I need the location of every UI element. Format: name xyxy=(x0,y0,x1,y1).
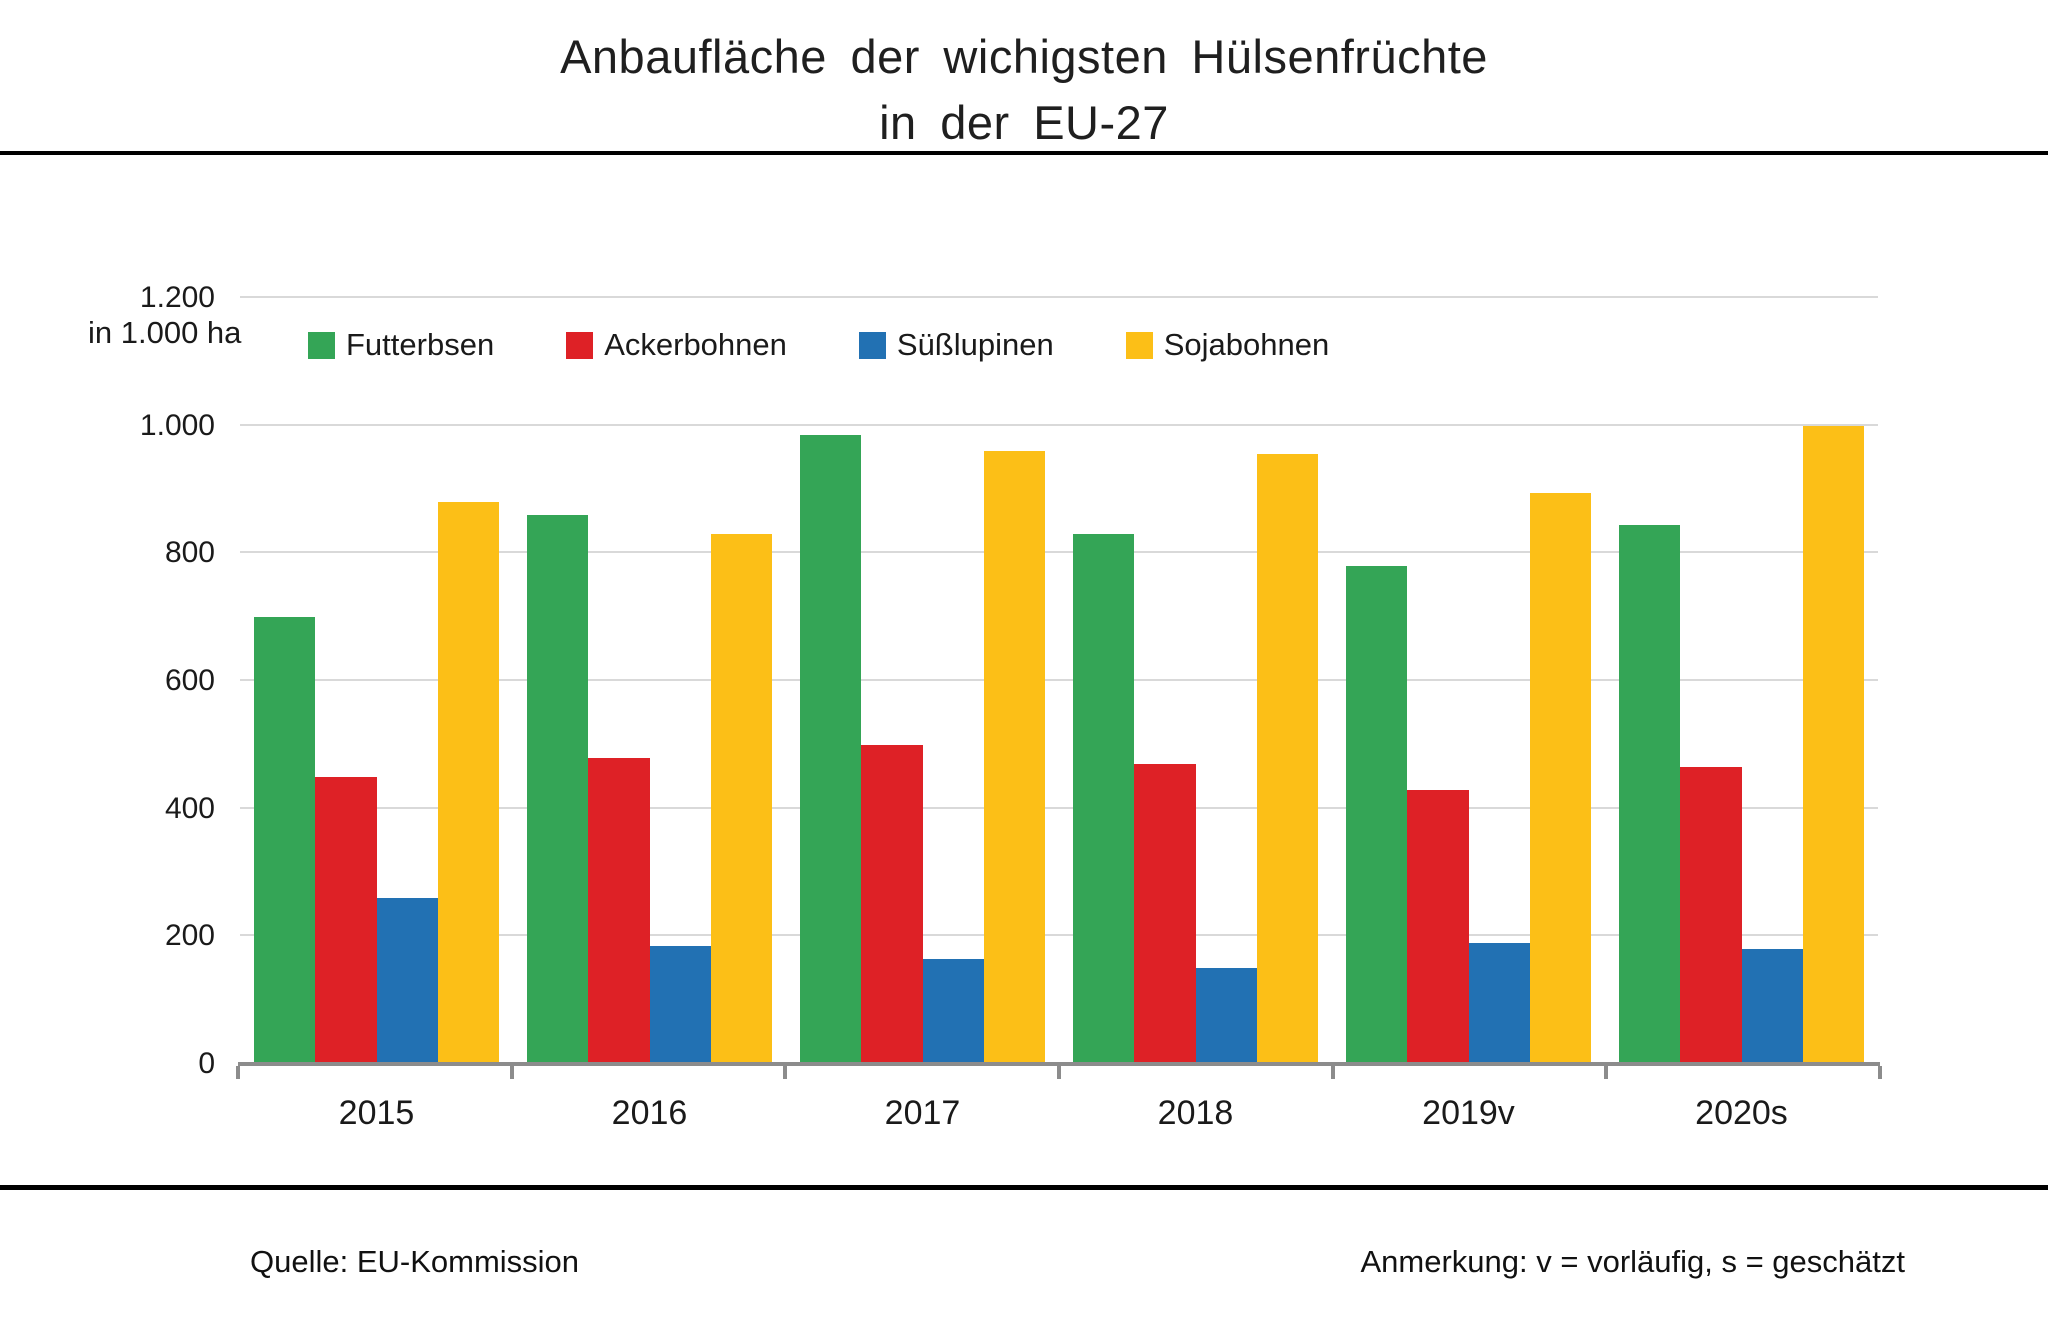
bar-Sojabohnen-2019v xyxy=(1529,492,1591,1064)
gridline-400 xyxy=(240,806,1878,809)
bar-Süßlupinen-2015 xyxy=(376,898,438,1064)
x-axis-category-labels: 2015 2016 2017 2018 2019v 2020s xyxy=(240,1094,1878,1133)
bar-group-2017 xyxy=(786,298,1059,1064)
bar-group-2015 xyxy=(240,298,513,1064)
gridline-800 xyxy=(240,551,1878,554)
x-axis-tick xyxy=(1604,1066,1609,1079)
bar-Sojabohnen-2016 xyxy=(710,534,772,1064)
chart-title: Anbaufläche der wichigsten Hülsenfrüchte… xyxy=(0,24,2048,156)
gridline-200 xyxy=(240,934,1878,937)
x-axis-tick xyxy=(1878,1066,1882,1079)
gridline-600 xyxy=(240,679,1878,681)
bar-Süßlupinen-2016 xyxy=(649,945,711,1064)
x-label-2018: 2018 xyxy=(1157,1094,1234,1132)
y-tick-label-200: 200 xyxy=(164,919,215,953)
bar-Futterbsen-2018 xyxy=(1073,534,1135,1064)
x-axis-tick xyxy=(1330,1066,1335,1079)
bar-Sojabohnen-2018 xyxy=(1256,454,1318,1064)
bar-Sojabohnen-2015 xyxy=(437,502,499,1064)
source-text: Quelle: EU-Kommission xyxy=(250,1244,580,1279)
footer-separator-line xyxy=(0,1185,2048,1190)
legend-label: Sojabohnen xyxy=(1163,327,1330,362)
chart-title-line2: in der EU-27 xyxy=(879,96,1169,149)
bar-Futterbsen-2015 xyxy=(254,617,316,1064)
bar-Sojabohnen-2017 xyxy=(983,451,1045,1064)
y-tick-label-1200: 1.200 xyxy=(139,281,215,314)
bar-Süßlupinen-2020s xyxy=(1741,949,1803,1064)
bar-group-2018 xyxy=(1059,298,1332,1064)
legend-item-Futterbsen: Futterbsen xyxy=(308,327,494,363)
bar-Futterbsen-2019v xyxy=(1346,566,1408,1064)
x-label-2020s: 2020s xyxy=(1695,1094,1788,1132)
plot-area xyxy=(240,296,1878,1064)
legend-swatch-icon xyxy=(308,331,335,359)
legend-swatch-icon xyxy=(1125,331,1153,359)
x-axis-line xyxy=(236,1062,1882,1079)
bar-Ackerbohnen-2015 xyxy=(315,776,377,1064)
chart-title-line1: Anbaufläche der wichigsten Hülsenfrüchte xyxy=(560,30,1488,83)
title-separator-line xyxy=(0,151,2048,155)
legend-item-Sojabohnen: Sojabohnen xyxy=(1125,327,1330,363)
y-tick-label-0: 0 xyxy=(198,1047,215,1080)
x-label-2019v: 2019v xyxy=(1422,1094,1515,1132)
x-axis-tick xyxy=(509,1066,514,1079)
y-tick-label-600: 600 xyxy=(164,664,215,697)
bars xyxy=(240,298,1878,1064)
bar-Ackerbohnen-2017 xyxy=(861,744,923,1064)
gridline-1200 xyxy=(240,296,1878,298)
bar-Ackerbohnen-2018 xyxy=(1134,763,1196,1064)
bar-group-2016 xyxy=(513,298,786,1064)
x-axis-tick xyxy=(1057,1066,1061,1079)
x-label-2016: 2016 xyxy=(611,1094,688,1132)
y-tick-label-400: 400 xyxy=(164,791,215,825)
bar-Futterbsen-2020s xyxy=(1619,524,1681,1064)
bar-Futterbsen-2017 xyxy=(800,435,862,1064)
legend-swatch-icon xyxy=(858,331,886,359)
x-axis-tick xyxy=(236,1066,240,1079)
bar-Futterbsen-2016 xyxy=(527,515,589,1064)
y-tick-label-800: 800 xyxy=(164,536,215,570)
legend-label: Süßlupinen xyxy=(896,327,1054,362)
x-label-2017: 2017 xyxy=(884,1094,961,1132)
legend-item-Süßlupinen: Süßlupinen xyxy=(858,327,1054,363)
x-axis-tick xyxy=(783,1066,788,1079)
bar-Süßlupinen-2019v xyxy=(1468,942,1530,1064)
legend-item-Ackerbohnen: Ackerbohnen xyxy=(566,327,787,363)
bar-Ackerbohnen-2019v xyxy=(1407,789,1469,1064)
bar-Ackerbohnen-2020s xyxy=(1680,767,1742,1064)
y-tick-label-1000: 1.000 xyxy=(139,408,215,442)
x-label-2015: 2015 xyxy=(338,1094,415,1132)
bar-Süßlupinen-2017 xyxy=(922,958,984,1064)
note-text: Anmerkung: v = vorläufig, s = geschätzt xyxy=(1360,1244,1906,1279)
bar-Süßlupinen-2018 xyxy=(1195,968,1257,1064)
gridline-1000 xyxy=(240,423,1878,426)
bar-group-2020s xyxy=(1605,298,1878,1064)
legend: Futterbsen Ackerbohnen Süßlupinen Sojabohne… xyxy=(308,327,1329,363)
bar-Sojabohnen-2020s xyxy=(1802,425,1864,1064)
legend-label: Ackerbohnen xyxy=(604,327,787,362)
y-axis-unit-label: in 1.000 ha xyxy=(88,315,242,350)
bar-group-2019v xyxy=(1332,298,1605,1064)
bar-Ackerbohnen-2016 xyxy=(588,757,650,1064)
legend-label: Futterbsen xyxy=(346,327,495,362)
legend-swatch-icon xyxy=(566,331,594,359)
